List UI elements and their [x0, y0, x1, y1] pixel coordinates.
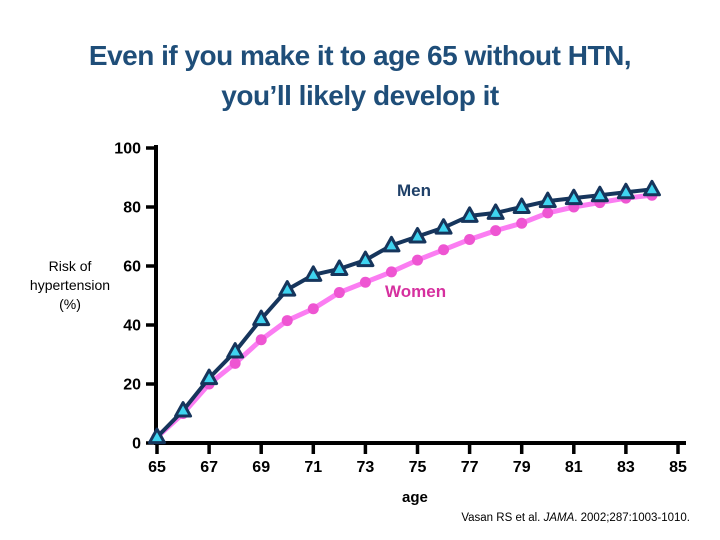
- x-tick-label: 77: [461, 459, 479, 476]
- men-marker: [512, 197, 531, 214]
- x-tick-label: 71: [304, 459, 322, 476]
- y-tick-label: 40: [123, 318, 141, 335]
- women-marker: [385, 266, 397, 278]
- men-marker: [434, 218, 453, 235]
- men-series-label: Men: [397, 181, 431, 200]
- x-tick-label: 73: [357, 459, 375, 476]
- men-marker: [460, 206, 479, 223]
- men-marker: [616, 182, 635, 200]
- x-axis-label: age: [402, 489, 428, 506]
- women-marker: [229, 357, 241, 369]
- men-marker: [330, 259, 349, 276]
- women-marker: [255, 334, 267, 346]
- y-tick-label: 100: [114, 141, 141, 158]
- x-tick-label: 69: [252, 459, 270, 476]
- x-tick-label: 75: [409, 459, 427, 476]
- y-tick-label: 80: [123, 200, 141, 217]
- citation-journal: JAMA: [543, 512, 575, 524]
- y-tick-label: 60: [123, 259, 141, 276]
- men-marker: [174, 401, 193, 418]
- women-marker: [412, 254, 423, 266]
- x-tick-label: 65: [148, 459, 166, 476]
- women-marker: [359, 276, 371, 288]
- citation-post: . 2002;287:1003-1010.: [574, 512, 690, 524]
- y-tick-label: 20: [123, 377, 141, 394]
- women-series-label: Women: [385, 282, 447, 301]
- men-line: [155, 187, 654, 440]
- slide-title-line1: Even if you make it to age 65 without HT…: [88, 40, 632, 71]
- citation-pre: Vasan RS et al.: [461, 512, 544, 524]
- women-marker: [464, 233, 476, 245]
- x-tick-label: 79: [513, 459, 531, 476]
- women-marker: [333, 287, 345, 299]
- women-line: [154, 192, 655, 440]
- x-tick-label: 81: [565, 459, 583, 476]
- men-marker: [564, 188, 583, 206]
- women-marker: [307, 303, 319, 315]
- men-marker: [278, 280, 297, 297]
- women-marker: [281, 315, 293, 327]
- men-marker: [148, 427, 166, 445]
- men-marker: [538, 191, 557, 209]
- citation: Vasan RS et al. JAMA. 2002;287:1003-1010…: [461, 512, 690, 524]
- x-tick-label: 83: [617, 459, 635, 476]
- men-marker: [382, 235, 401, 253]
- women-marker: [542, 207, 554, 219]
- men-marker: [486, 203, 505, 220]
- men-marker: [590, 185, 609, 203]
- women-marker: [516, 217, 528, 229]
- slide-title: Even if you make it to age 65 without HT…: [0, 36, 720, 116]
- men-marker: [304, 265, 323, 282]
- slide-title-line2: you’ll likely develop it: [221, 80, 499, 111]
- men-marker: [252, 309, 271, 327]
- x-tick-label: 67: [200, 459, 218, 476]
- men-marker: [408, 227, 427, 244]
- women-marker: [490, 225, 502, 237]
- men-marker: [642, 179, 661, 197]
- men-marker: [356, 250, 375, 268]
- women-marker: [438, 244, 450, 256]
- men-marker: [200, 368, 219, 386]
- men-marker: [226, 342, 245, 359]
- y-axis-label: Risk of hypertension (%): [29, 258, 111, 312]
- x-tick-label: 85: [669, 459, 687, 476]
- y-tick-label: 0: [132, 436, 141, 453]
